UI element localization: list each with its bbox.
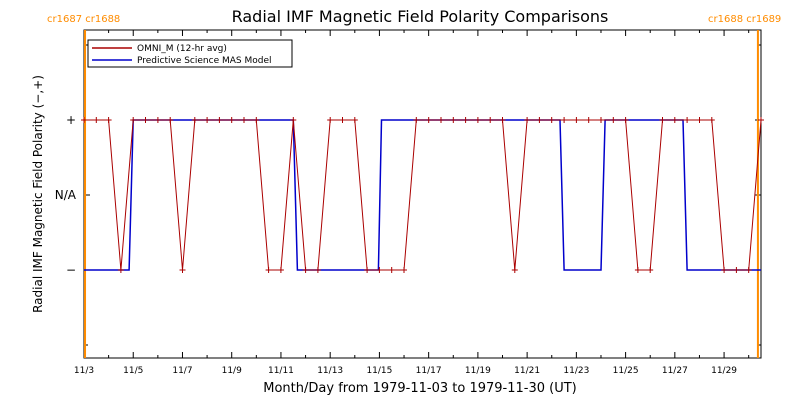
omni-point	[253, 117, 260, 123]
omni-point	[598, 117, 604, 123]
x-tick-label: 11/27	[662, 366, 688, 376]
omni-point	[130, 117, 137, 123]
omni-point	[450, 117, 457, 123]
omni-point	[401, 267, 407, 273]
omni-point	[696, 117, 703, 123]
x-tick-label: 11/21	[514, 366, 540, 376]
omni-point	[474, 117, 481, 123]
omni-point	[499, 117, 506, 123]
omni-point	[462, 117, 469, 123]
omni-point	[684, 117, 691, 123]
omni-point	[302, 267, 309, 273]
omni-point	[487, 117, 494, 123]
marker-label-left: cr1687 cr1688	[47, 14, 120, 25]
omni-point	[634, 267, 641, 273]
omni-point	[733, 267, 740, 273]
omni-point	[622, 117, 629, 123]
omni-series	[81, 117, 764, 273]
omni-point	[548, 117, 555, 123]
omni-point	[610, 117, 617, 123]
x-tick-label: 11/23	[563, 366, 589, 376]
omni-point	[228, 117, 235, 123]
x-tick-label: 11/7	[172, 366, 192, 376]
omni-point	[93, 117, 100, 123]
marker-label-right: cr1688 cr1689	[708, 14, 781, 25]
x-tick-label: 11/5	[123, 366, 143, 376]
omni-point	[364, 267, 371, 273]
omni-point	[671, 117, 678, 123]
omni-point	[351, 117, 358, 123]
carrington-markers	[84, 30, 759, 358]
omni-point	[413, 117, 420, 123]
omni-point	[290, 117, 297, 123]
x-tick-label: 11/15	[366, 366, 392, 376]
x-axis-ticks: 11/3 11/5 11/7 11/9 11/11 11/13 11/15 11/17 11/1…	[74, 30, 750, 376]
legend-box	[87, 39, 293, 68]
omni-point	[511, 267, 518, 273]
omni-point	[425, 117, 432, 123]
omni-point	[708, 117, 715, 123]
omni-point	[647, 267, 654, 273]
y-tick-label: +	[66, 113, 76, 127]
legend: OMNI_M (12-hr avg) Predictive Science MA…	[87, 39, 293, 68]
plot-frame	[83, 29, 762, 359]
x-tick-label: 11/11	[268, 366, 294, 376]
omni-line	[84, 119, 762, 271]
omni-point	[745, 267, 752, 273]
x-tick-label: 11/29	[711, 366, 737, 376]
omni-point	[314, 267, 321, 273]
omni-point	[659, 117, 666, 123]
model-line	[84, 119, 761, 271]
model-series	[84, 119, 761, 271]
y-axis-label: Radial IMF Magnetic Field Polarity (−,+)	[31, 75, 45, 313]
omni-point	[536, 117, 543, 123]
omni-point	[524, 117, 531, 123]
x-tick-label: 11/25	[613, 366, 639, 376]
omni-point	[758, 117, 764, 123]
x-tick-label: 11/3	[74, 366, 94, 376]
omni-point	[573, 117, 580, 123]
omni-point	[142, 117, 149, 123]
omni-point	[191, 117, 198, 123]
omni-point	[167, 117, 174, 123]
omni-point	[265, 267, 272, 273]
x-tick-label: 11/9	[222, 366, 242, 376]
x-tick-label: 11/13	[317, 366, 343, 376]
omni-point	[277, 267, 284, 273]
x-tick-label: 11/17	[416, 366, 442, 376]
omni-point	[154, 117, 161, 123]
omni-point	[585, 117, 592, 123]
omni-point	[388, 267, 395, 273]
omni-point	[327, 117, 334, 123]
omni-point	[561, 117, 568, 123]
x-tick-label: 11/19	[465, 366, 491, 376]
chart-title: Radial IMF Magnetic Field Polarity Compa…	[232, 7, 609, 26]
y-tick-label: N/A	[55, 188, 77, 202]
y-tick-label: −	[66, 263, 76, 277]
legend-label-omni: OMNI_M (12-hr avg)	[137, 44, 227, 54]
omni-point	[216, 117, 223, 123]
omni-point	[105, 117, 112, 123]
x-axis-label: Month/Day from 1979-11-03 to 1979-11-30 …	[263, 381, 576, 396]
omni-point	[339, 117, 346, 123]
omni-point	[204, 117, 211, 123]
omni-point	[117, 267, 124, 273]
omni-point	[81, 117, 87, 123]
omni-point	[241, 117, 247, 123]
y-axis-ticks: − N/A +	[55, 44, 761, 346]
omni-point	[179, 267, 186, 273]
legend-label-model: Predictive Science MAS Model	[137, 56, 272, 66]
omni-point	[721, 267, 728, 273]
omni-point	[376, 267, 383, 273]
omni-point	[438, 117, 444, 123]
